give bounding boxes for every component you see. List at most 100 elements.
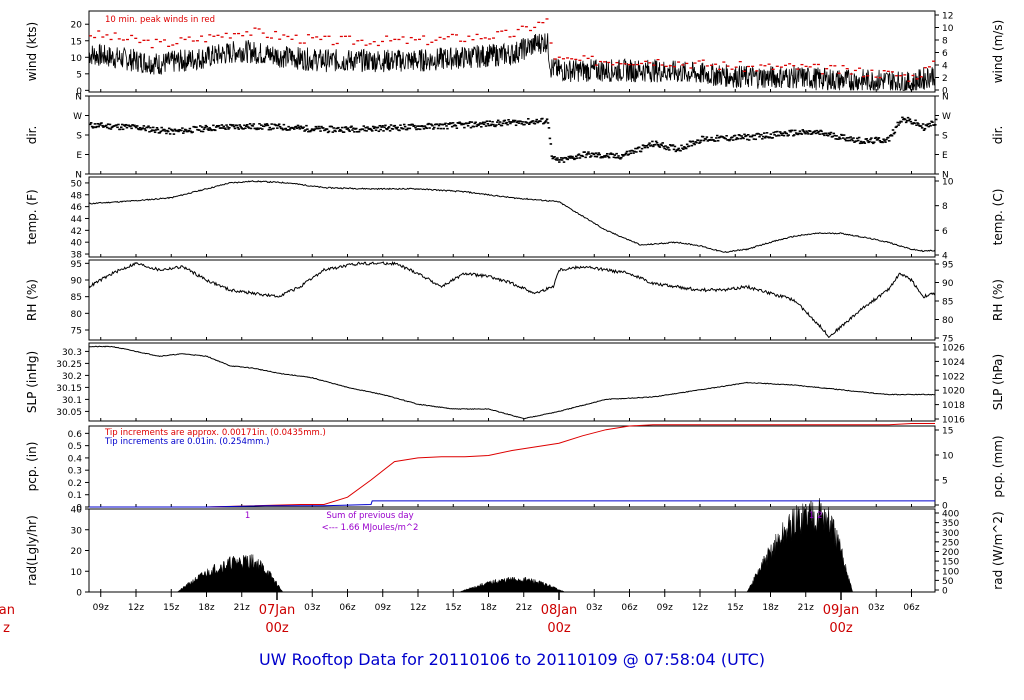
time-tick-label: 06z <box>621 603 637 613</box>
y-tick-label: 40 <box>71 239 83 249</box>
time-tick-label: 15z <box>163 603 179 613</box>
rh-series <box>88 260 936 339</box>
panel-frame <box>88 342 936 422</box>
y-tick-label: 30.3 <box>62 348 82 358</box>
y-right-tick-label: 8 <box>942 202 948 212</box>
y-right-tick-label: 95 <box>942 261 953 271</box>
y-tick-label: 46 <box>71 203 83 213</box>
y-axis-label-right: rad (W/m^2) <box>991 511 1005 589</box>
y-tick-label: 15 <box>71 37 82 47</box>
y-right-tick-label: 350 <box>942 519 959 529</box>
time-axis: 09z 12z 15z 18z 21z 03z 06z 09z 12z 15z 18z 21z 03z 0… <box>0 592 920 636</box>
radiation-day-area <box>746 498 853 593</box>
y-right-tick-label: 400 <box>942 510 959 520</box>
panel-frame <box>88 95 936 175</box>
panel-4: SLP (inHg) SLP (hPa) 30.05 30.1 30.15 30.2 30.… <box>25 342 1005 426</box>
time-tick-label: 21z <box>798 603 814 613</box>
panel-1: dir. dir.N NE ES SW WN N <box>25 93 1005 181</box>
y-right-tick-label: 1018 <box>942 401 965 411</box>
dir-tick-label: W <box>73 112 82 122</box>
y-right-tick-label: 10 <box>942 178 954 188</box>
time-tick-label: 18z <box>198 603 214 613</box>
radiation-day-area <box>459 576 565 593</box>
tip-blue-series <box>89 500 935 508</box>
y-right-tick-label: 10 <box>942 452 954 462</box>
radiation-sum-value: <--- 1.66 MJoules/m^2 <box>322 523 419 533</box>
y-axis-label: RH (%) <box>25 279 39 321</box>
dir-tick-label: E <box>76 151 82 161</box>
y-right-tick-label: 1024 <box>942 358 965 368</box>
y-axis-label: rad(Lgly/hr) <box>25 515 39 586</box>
time-tick-label: 12z <box>692 603 708 613</box>
dir-tick-label-right: N <box>942 93 949 103</box>
time-tick-label: 18z <box>762 603 778 613</box>
tip-note-blue: Tip increments are 0.01in. (0.254mm.) <box>104 437 269 447</box>
time-tick-label: 15z <box>445 603 461 613</box>
y-right-tick-label: 5 <box>942 477 948 487</box>
y-tick-label: 30.25 <box>56 360 82 370</box>
y-tick-label: 20 <box>71 21 83 31</box>
y-axis-label-right: temp. (C) <box>991 189 1005 246</box>
y-right-tick-label: 10 <box>942 24 954 34</box>
y-tick-label: 0.5 <box>68 442 82 452</box>
y-tick-label: 75 <box>71 327 82 337</box>
day-hour-label-cut: z <box>3 621 10 636</box>
y-tick-label: 0.6 <box>68 430 83 440</box>
day-hour-label: 00z <box>547 621 571 636</box>
y-right-tick-label: 0 <box>942 502 948 512</box>
time-tick-label: 18z <box>480 603 496 613</box>
y-right-tick-label: 300 <box>942 529 959 539</box>
panel-frame <box>88 10 936 93</box>
y-axis-label-right: pcp. (mm) <box>991 435 1005 497</box>
y-right-tick-label: 250 <box>942 538 959 548</box>
time-tick-label: 06z <box>339 603 355 613</box>
y-tick-label: 0 <box>76 87 82 97</box>
y-tick-label: 90 <box>71 277 83 287</box>
time-tick-label: 03z <box>304 603 320 613</box>
y-tick-label: 95 <box>71 260 82 270</box>
y-axis-label: SLP (inHg) <box>25 351 39 413</box>
y-right-tick-label: 150 <box>942 558 959 568</box>
y-tick-label: 0 <box>76 589 82 599</box>
tip-note-red: Tip increments are approx. 0.00171in. (0… <box>104 428 326 438</box>
day-label: 07Jan <box>259 603 296 618</box>
dir-tick-label: N <box>75 93 82 103</box>
time-tick-label: 09z <box>93 603 109 613</box>
dir-tick-label-right: E <box>942 151 948 161</box>
time-tick-label: 15z <box>727 603 743 613</box>
y-right-tick-label: 80 <box>942 316 954 326</box>
plot-footer: UW Rooftop Data for 20110106 to 20110109… <box>258 650 766 669</box>
y-axis-label-right: dir. <box>991 126 1005 145</box>
y-tick-label: 30.05 <box>56 408 82 418</box>
y-tick-label: 38 <box>71 251 83 261</box>
y-tick-label: 5 <box>76 70 82 80</box>
y-right-tick-label: 90 <box>942 279 954 289</box>
y-tick-label: 20 <box>71 547 83 557</box>
panel-frame <box>88 176 936 258</box>
y-tick-label: 44 <box>71 215 83 225</box>
y-tick-label: 80 <box>71 310 83 320</box>
y-right-tick-label: 15 <box>942 427 953 437</box>
radiation-marker: 1 <box>809 511 814 521</box>
y-right-tick-label: 200 <box>942 548 959 558</box>
radiation-marker: 2 <box>817 511 822 521</box>
time-tick-label: 12z <box>410 603 426 613</box>
y-axis-label: wind (kts) <box>25 22 39 81</box>
y-axis-label-right: RH (%) <box>991 279 1005 321</box>
y-right-tick-label: 2 <box>942 74 948 84</box>
y-tick-label: 0 <box>76 504 82 514</box>
weather-plot: wind (kts) wind (m/s)0510152002468101210 … <box>0 10 1005 636</box>
time-tick-label: 21z <box>234 603 250 613</box>
time-tick-label: 06z <box>903 603 919 613</box>
day-label-cut: Jan <box>0 603 15 618</box>
y-right-tick-label: 1026 <box>942 344 965 354</box>
tip-red-series <box>89 423 935 508</box>
temp-series <box>88 180 936 253</box>
y-right-tick-label: 1016 <box>942 416 965 426</box>
y-right-tick-label: 4 <box>942 252 948 262</box>
time-tick-label: 03z <box>586 603 602 613</box>
y-right-tick-label: 0 <box>942 587 948 597</box>
time-tick-label: 03z <box>868 603 884 613</box>
y-tick-label: 30.15 <box>56 384 82 394</box>
day-label: 09Jan <box>823 603 860 618</box>
